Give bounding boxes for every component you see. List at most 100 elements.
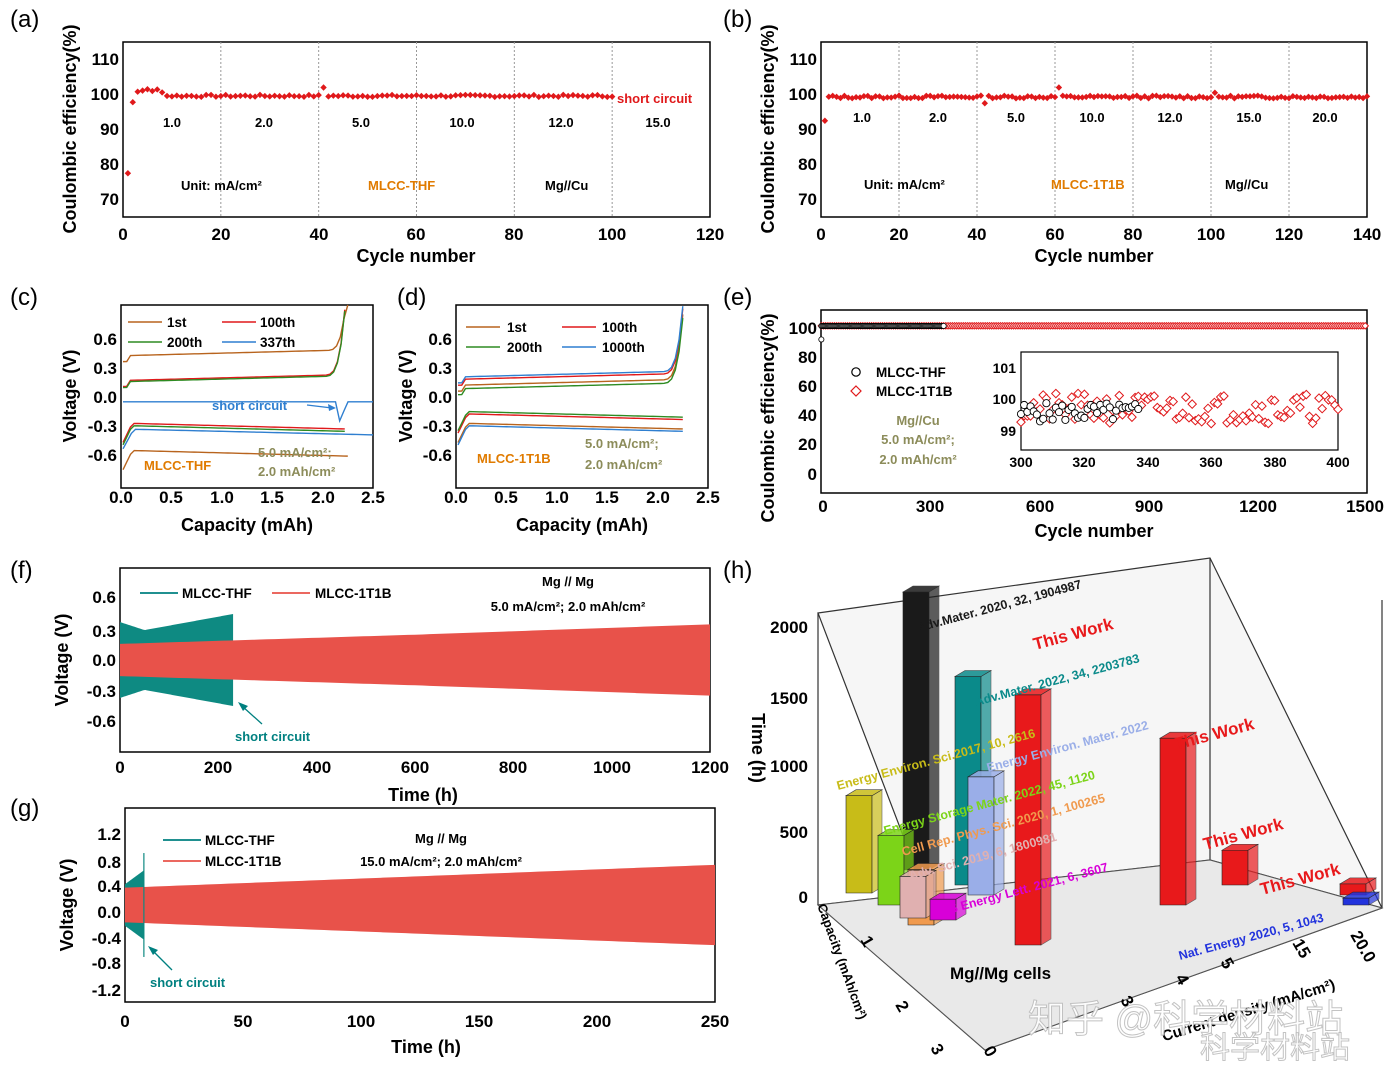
e-inset-point-1t1b bbox=[1310, 413, 1321, 424]
b-data-point bbox=[1246, 93, 1254, 100]
d-curves-discharge-curve bbox=[457, 410, 683, 432]
c-xtick: 1.5 bbox=[260, 488, 284, 507]
a-data-point bbox=[202, 91, 210, 99]
b-data-point bbox=[1278, 93, 1285, 100]
f-y-axis-label: Voltage (V) bbox=[52, 614, 72, 707]
e-capacity-note: 2.0 mAh/cm² bbox=[879, 452, 957, 467]
b-data-point bbox=[1320, 93, 1328, 101]
e-inset-point-thf bbox=[1061, 415, 1070, 424]
a-data-point bbox=[246, 93, 254, 100]
a-data-point bbox=[158, 89, 166, 96]
e-xtick: 0 bbox=[818, 497, 827, 516]
panel-e-letter: (e) bbox=[723, 284, 752, 311]
a-xtick: 40 bbox=[310, 225, 329, 244]
f-short-circuit-note: short circuit bbox=[235, 729, 311, 744]
panel-h: (h) 2000 1500 1000 500 0 Time (h) Capaci… bbox=[723, 557, 1384, 1060]
h-bar-top bbox=[898, 869, 938, 877]
a-data-point bbox=[599, 93, 606, 100]
e-inset-xtick: 340 bbox=[1136, 454, 1160, 470]
e-inset-point-thf bbox=[1134, 404, 1143, 414]
f-condition-note: 5.0 mA/cm²; 2.0 mAh/cm² bbox=[491, 599, 646, 614]
panel-d: (d) 0.6 0.3 0.0 -0.3 -0.6 0.0 0.5 1.0 1.… bbox=[396, 284, 720, 535]
a-data-point bbox=[295, 93, 303, 100]
g-bands-mlcc-1t1b-band bbox=[125, 864, 715, 946]
b-data-point bbox=[1324, 94, 1332, 102]
e-legend: MLCC-THF MLCC-1T1B bbox=[850, 365, 953, 399]
b-xtick: 80 bbox=[1124, 225, 1143, 244]
a-data-point bbox=[423, 92, 430, 100]
g-ytick: -0.8 bbox=[92, 954, 121, 973]
a-data-point bbox=[335, 92, 342, 100]
b-segment-label: 15.0 bbox=[1236, 110, 1261, 125]
a-data-point bbox=[364, 93, 371, 100]
b-data-point bbox=[852, 94, 860, 101]
c-legend-label: 337th bbox=[260, 335, 295, 350]
d-xtick: 1.0 bbox=[545, 488, 569, 507]
b-data-point bbox=[989, 95, 996, 102]
e-inset-point-1t1b bbox=[1187, 399, 1198, 409]
g-xtick: 0 bbox=[120, 1012, 129, 1031]
a-data-point bbox=[569, 91, 577, 99]
b-data-point bbox=[1079, 94, 1086, 101]
a-xtick: 20 bbox=[212, 225, 231, 244]
b-data-point bbox=[1098, 93, 1105, 100]
a-data-point bbox=[256, 91, 264, 99]
h-bar-top bbox=[953, 670, 993, 677]
h-ztick: 500 bbox=[780, 823, 808, 842]
h-ztick: 1500 bbox=[770, 689, 808, 708]
g-ytick: 0.8 bbox=[97, 853, 121, 872]
c-y-axis-label: Voltage (V) bbox=[60, 350, 80, 443]
e-inset-frame bbox=[1020, 351, 1339, 451]
a-data-point bbox=[379, 92, 386, 99]
b-data-point bbox=[1071, 94, 1078, 101]
g-cell-note: Mg // Mg bbox=[415, 831, 467, 846]
a-segment-label: 2.0 bbox=[255, 115, 273, 130]
a-data-point bbox=[315, 91, 322, 99]
f-short-circuit-arrow bbox=[241, 705, 263, 725]
b-data-point bbox=[1227, 92, 1234, 99]
b-data-point bbox=[1149, 92, 1156, 100]
b-data-point bbox=[1063, 93, 1070, 100]
a-data-point bbox=[540, 92, 547, 100]
a-data-point bbox=[276, 93, 283, 100]
panel-c-curves bbox=[122, 304, 374, 470]
f-xtick: 1000 bbox=[593, 758, 631, 777]
f-bands-mlcc-1t1b-band bbox=[120, 624, 710, 696]
e-ytick: 80 bbox=[798, 348, 817, 367]
b-segment-label: 1.0 bbox=[853, 110, 871, 125]
b-y-axis-label: Coulombic efficiency(%) bbox=[758, 24, 778, 233]
a-data-point bbox=[462, 91, 469, 99]
b-data-point bbox=[884, 94, 891, 101]
c-ytick: 0.3 bbox=[93, 359, 117, 378]
a-data-point bbox=[237, 92, 244, 99]
b-ytick: 110 bbox=[790, 50, 817, 69]
panel-a-data-points bbox=[124, 84, 616, 177]
b-data-point bbox=[954, 93, 961, 100]
b-data-point bbox=[1219, 94, 1226, 101]
g-ytick: 1.2 bbox=[97, 825, 121, 844]
a-segment-label: 10.0 bbox=[449, 115, 474, 130]
b-data-point bbox=[958, 93, 965, 101]
b-data-point bbox=[1047, 92, 1055, 100]
d-xtick: 0.0 bbox=[444, 488, 468, 507]
b-data-point bbox=[985, 92, 992, 100]
e-inset-point-1t1b bbox=[1317, 403, 1328, 414]
a-data-point bbox=[496, 93, 503, 100]
e-inset-point-1t1b bbox=[1206, 418, 1217, 429]
b-data-point bbox=[1352, 94, 1359, 101]
d-x-axis-label: Capacity (mAh) bbox=[516, 515, 648, 535]
f-ytick: 0.3 bbox=[92, 622, 116, 641]
b-data-point bbox=[923, 92, 930, 99]
b-data-point bbox=[829, 92, 836, 100]
b-xtick: 20 bbox=[890, 225, 909, 244]
d-curves-charge-curve bbox=[457, 314, 684, 392]
panel-g-voltage-bands bbox=[125, 853, 715, 957]
c-ytick: 0.6 bbox=[93, 330, 117, 349]
a-data-point bbox=[481, 92, 489, 99]
a-data-point bbox=[339, 92, 347, 99]
b-data-point bbox=[1129, 93, 1137, 100]
b-x-axis-label: Cycle number bbox=[1034, 246, 1153, 266]
b-data-point bbox=[1161, 92, 1168, 100]
e-data-point-thf bbox=[818, 336, 825, 343]
b-data-point bbox=[1164, 92, 1172, 100]
